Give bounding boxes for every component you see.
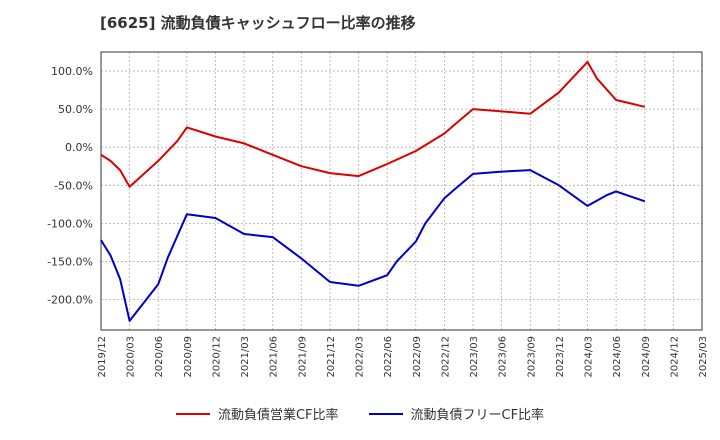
x-tick-label: 2021/09 [297, 336, 308, 378]
x-tick-label: 2024/03 [584, 336, 595, 378]
x-tick-label: 2023/03 [469, 336, 480, 378]
y-tick-label: 100.0% [51, 65, 93, 78]
x-tick-label: 2024/12 [669, 336, 680, 378]
x-tick-label: 2025/03 [698, 336, 709, 378]
x-tick-label: 2023/09 [526, 336, 537, 378]
series-line-1 [100, 169, 646, 322]
y-tick-label: -100.0% [47, 217, 93, 230]
x-tick-label: 2020/03 [126, 336, 137, 378]
chart-title: [6625] 流動負債キャッシュフロー比率の推移 [100, 14, 416, 32]
x-tick-label: 2021/06 [269, 336, 280, 378]
x-tick-label: 2020/06 [154, 336, 165, 378]
x-tick-label: 2019/12 [97, 336, 108, 378]
y-tick-label: -200.0% [47, 294, 93, 307]
legend-swatch-free-cf [368, 412, 403, 415]
legend-label-free-cf: 流動負債フリーCF比率 [410, 408, 545, 423]
x-tick-label: 2021/03 [240, 336, 251, 378]
x-tick-label: 2021/12 [326, 336, 337, 378]
x-tick-label: 2022/09 [412, 336, 423, 378]
y-tick-label: 50.0% [58, 103, 93, 116]
x-tick-label: 2023/12 [555, 336, 566, 378]
x-tick-label: 2022/03 [355, 336, 366, 378]
x-tick-label: 2022/06 [383, 336, 394, 378]
x-tick-label: 2024/06 [612, 336, 623, 378]
legend: 流動負債営業CF比率 流動負債フリーCF比率 [0, 404, 720, 423]
plot-border [100, 51, 703, 331]
legend-item-free-cf: 流動負債フリーCF比率 [368, 404, 545, 423]
y-tick-label: -50.0% [54, 179, 93, 192]
legend-label-operating-cf: 流動負債営業CF比率 [217, 408, 339, 423]
line-chart: 2019/12 2020/03 2020/06 2020/09 2020/12 2021/… [47, 51, 709, 378]
series-line-0 [100, 60, 646, 188]
legend-swatch-operating-cf [175, 412, 210, 415]
x-tick-label: 2024/09 [641, 336, 652, 378]
x-tick-label: 2022/12 [440, 336, 451, 378]
plot-area [101, 52, 702, 330]
y-tick-label: -150.0% [47, 255, 93, 268]
x-tick-label: 2020/12 [211, 336, 222, 378]
x-tick-label: 2023/06 [498, 336, 509, 378]
legend-item-operating-cf: 流動負債営業CF比率 [175, 404, 339, 423]
x-tick-label: 2020/09 [183, 336, 194, 378]
y-tick-label: 0.0% [65, 141, 93, 154]
